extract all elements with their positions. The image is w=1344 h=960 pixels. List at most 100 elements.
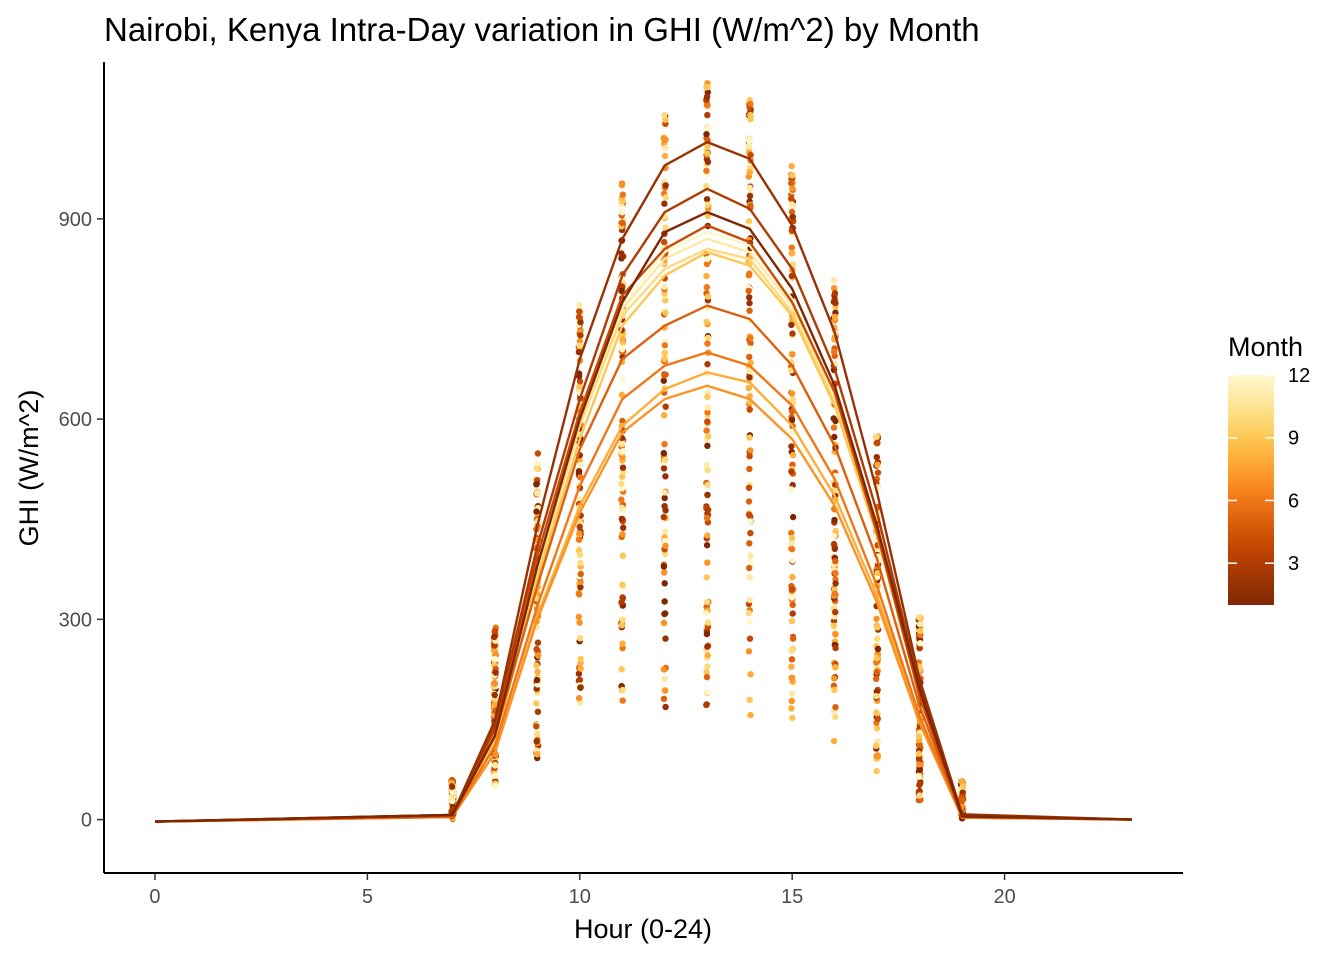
data-point: [873, 725, 881, 732]
data-point: [788, 390, 796, 397]
data-point: [873, 433, 880, 440]
data-point: [619, 697, 626, 704]
data-point: [662, 687, 669, 694]
data-point: [832, 304, 839, 312]
data-point: [958, 778, 965, 785]
legend: Month 3 6 9 12: [1228, 332, 1310, 605]
data-point: [619, 219, 626, 226]
data-point: [661, 152, 669, 160]
data-point: [533, 465, 540, 472]
data-point: [448, 783, 456, 790]
data-point: [577, 332, 584, 339]
data-point: [661, 550, 669, 558]
data-point: [575, 536, 583, 543]
data-point: [703, 514, 711, 522]
data-point: [831, 313, 839, 321]
data-point: [874, 645, 882, 653]
data-point: [703, 574, 710, 581]
data-point: [533, 723, 540, 730]
data-point: [619, 473, 626, 480]
data-point: [575, 468, 583, 475]
data-point: [788, 697, 795, 705]
data-point: [575, 670, 583, 677]
y-axis-title: GHI (W/m^2): [14, 390, 44, 547]
data-point: [619, 640, 626, 647]
data-point: [703, 542, 711, 549]
data-point: [831, 590, 838, 597]
data-point: [703, 630, 711, 638]
data-point: [703, 598, 711, 606]
data-point: [618, 391, 626, 398]
data-point: [618, 196, 626, 203]
data-point: [831, 290, 839, 297]
data-point: [576, 591, 583, 598]
data-point: [873, 742, 880, 749]
data-point: [832, 713, 839, 721]
data-point: [660, 513, 667, 521]
data-point: [788, 416, 796, 423]
data-point: [661, 598, 668, 605]
data-point: [789, 610, 796, 617]
data-point: [491, 701, 498, 708]
data-point: [492, 656, 499, 663]
data-point: [747, 711, 754, 719]
data-point: [577, 559, 584, 567]
data-point: [704, 559, 711, 566]
y-tick-label: 900: [59, 209, 92, 231]
data-point: [661, 537, 669, 545]
data-point: [491, 642, 498, 649]
data-point: [788, 443, 795, 450]
data-point: [831, 516, 838, 524]
data-point: [832, 664, 839, 671]
data-point: [873, 767, 880, 775]
data-point: [703, 669, 710, 676]
data-point: [535, 652, 542, 659]
data-point: [619, 376, 626, 383]
data-point: [533, 645, 540, 653]
data-point: [916, 620, 924, 628]
data-point: [746, 696, 753, 703]
data-point: [915, 750, 923, 757]
data-point: [747, 334, 754, 342]
data-point: [618, 666, 625, 673]
legend-tick-label: 3: [1288, 553, 1299, 575]
data-point: [704, 125, 712, 132]
data-point: [619, 335, 626, 342]
data-point: [662, 297, 669, 304]
data-point: [789, 557, 796, 564]
data-point: [703, 701, 710, 709]
data-point: [788, 594, 796, 601]
data-point: [788, 618, 796, 625]
data-point: [704, 442, 711, 449]
data-point: [831, 298, 838, 305]
data-point: [576, 302, 583, 309]
data-point: [704, 393, 711, 401]
data-point: [873, 709, 880, 716]
data-point: [746, 540, 753, 547]
data-point: [703, 272, 710, 280]
legend-title: Month: [1228, 332, 1303, 362]
data-point: [704, 418, 711, 425]
scatter-points: [448, 80, 967, 823]
data-point: [873, 654, 880, 662]
x-tick-label: 5: [362, 886, 373, 908]
data-point: [577, 319, 584, 326]
data-point: [661, 440, 668, 448]
data-point: [830, 424, 838, 431]
data-point: [661, 489, 668, 496]
data-point: [704, 532, 711, 539]
data-point: [747, 447, 754, 454]
data-point: [703, 462, 710, 469]
data-point: [661, 283, 668, 290]
data-point: [747, 151, 754, 159]
data-point: [746, 192, 754, 200]
data-point: [789, 635, 797, 642]
data-point: [873, 615, 880, 622]
data-point: [915, 773, 922, 780]
data-point: [789, 451, 797, 459]
data-point: [704, 361, 711, 368]
data-point: [660, 134, 667, 142]
data-point: [873, 675, 880, 682]
data-point: [873, 693, 880, 700]
